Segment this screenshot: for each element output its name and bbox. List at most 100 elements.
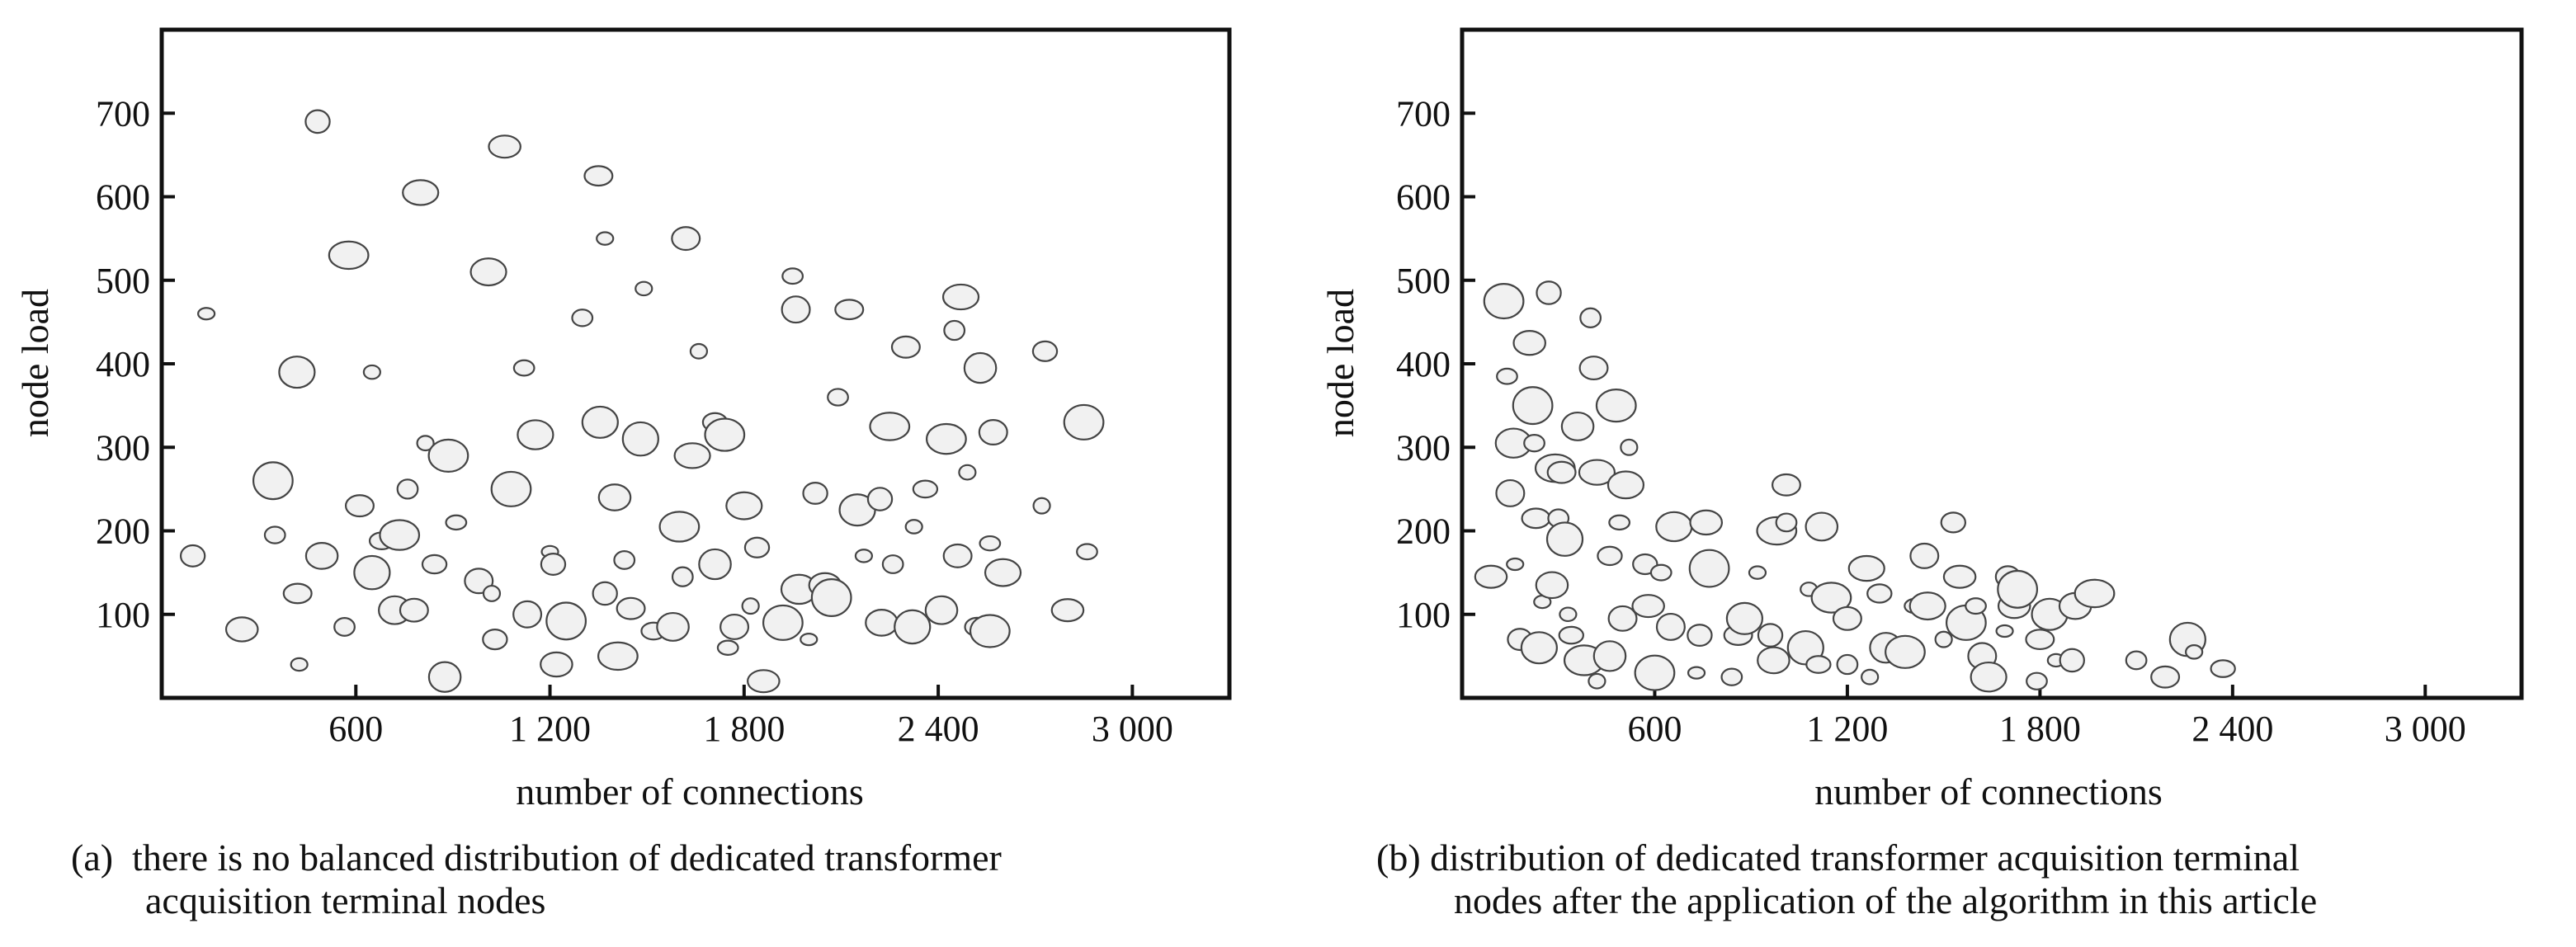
data-point: [904, 519, 923, 535]
data-point: [427, 661, 462, 693]
data-point: [1512, 329, 1547, 356]
x-tick-label: 1 200: [1806, 709, 1888, 749]
data-point: [1995, 624, 2014, 638]
y-tick-label: 200: [96, 511, 150, 552]
x-axis-label: number of connections: [1814, 770, 2163, 813]
data-point: [1560, 411, 1595, 441]
data-point: [2185, 644, 2204, 660]
data-point: [597, 483, 632, 511]
data-point: [344, 494, 375, 518]
data-point: [1720, 667, 1743, 686]
data-point: [984, 558, 1022, 587]
x-tick-label: 600: [328, 709, 383, 749]
data-point: [716, 639, 739, 656]
data-point: [290, 657, 309, 672]
data-point: [671, 226, 701, 252]
data-point: [1687, 666, 1706, 680]
data-point: [689, 342, 709, 360]
data-point: [197, 307, 216, 321]
data-point: [1805, 655, 1832, 674]
x-tick-label: 2 400: [2191, 709, 2273, 749]
data-point: [943, 319, 966, 342]
data-point: [1592, 640, 1627, 672]
data-point: [2150, 665, 2181, 689]
x-tick-label: 3 000: [1092, 709, 1173, 749]
y-axis-label: node load: [1319, 289, 1361, 437]
y-tick-label: 600: [96, 177, 150, 218]
data-point: [399, 597, 429, 623]
chart-b: node load number of connections 100 200 30…: [1319, 27, 2524, 813]
data-point: [1536, 280, 1562, 305]
data-point: [1909, 542, 1940, 569]
data-point: [488, 134, 521, 159]
data-point: [1588, 672, 1606, 690]
data-point: [1063, 403, 1105, 441]
data-point: [1474, 564, 1508, 589]
data-point: [698, 548, 732, 581]
data-point: [445, 514, 468, 531]
data-point: [1558, 625, 1584, 645]
data-point: [1805, 511, 1839, 542]
data-point: [747, 669, 781, 694]
data-point: [978, 419, 1008, 445]
data-point: [592, 581, 618, 606]
data-point: [353, 554, 391, 591]
data-point: [1810, 582, 1852, 614]
data-point: [482, 584, 502, 602]
data-point: [924, 595, 959, 625]
data-point: [1496, 367, 1518, 385]
y-tick-label: 500: [96, 261, 150, 301]
data-point: [2059, 648, 2085, 673]
caption-a-line1: there is no balanced distribution of ded…: [132, 836, 1002, 879]
data-point: [942, 543, 973, 568]
data-point: [1908, 591, 1946, 621]
data-point: [1748, 565, 1767, 580]
data-point: [781, 267, 804, 285]
panel-label-a: (a): [71, 836, 114, 879]
data-point: [958, 464, 977, 481]
data-point: [1523, 434, 1545, 453]
data-point: [834, 299, 865, 321]
data-point: [416, 435, 435, 452]
caption-a: (a) there is no balanced distribution of…: [71, 836, 1002, 922]
data-point: [1688, 549, 1730, 588]
y-tick-label: 400: [1396, 344, 1451, 384]
data-point: [581, 405, 619, 439]
data-point: [1483, 283, 1525, 320]
y-tick-label: 100: [96, 595, 150, 635]
data-point: [545, 601, 587, 641]
y-tick-label: 700: [1396, 93, 1451, 134]
data-point: [1885, 634, 1926, 669]
data-point: [941, 283, 980, 311]
data-point: [658, 511, 701, 543]
data-point: [596, 231, 615, 246]
data-point: [1725, 601, 1764, 635]
data-point: [1606, 470, 1645, 500]
data-point: [1757, 623, 1784, 648]
data-point: [490, 470, 532, 507]
data-point: [469, 257, 507, 287]
data-point: [583, 165, 614, 187]
data-point: [1595, 389, 1637, 423]
caption-b-line1: distribution of dedicated transformer ac…: [1430, 836, 2300, 879]
data-point: [1559, 606, 1578, 623]
data-point: [802, 481, 828, 505]
data-point: [869, 412, 911, 441]
data-point: [1608, 514, 1631, 531]
scatter-points: [179, 109, 1105, 694]
data-point: [333, 617, 356, 637]
data-point: [1631, 594, 1665, 619]
data-point: [1940, 511, 1967, 534]
data-point: [2025, 629, 2055, 651]
data-point: [781, 295, 811, 324]
data-point: [1861, 668, 1880, 686]
x-tick-label: 1 200: [509, 709, 591, 749]
data-point: [1031, 340, 1059, 362]
x-tick-label: 3 000: [2385, 709, 2466, 749]
data-point: [179, 544, 206, 568]
x-tick-label: 1 800: [1999, 709, 2081, 749]
data-point: [800, 633, 819, 647]
data-point: [1757, 646, 1790, 675]
data-point: [1545, 521, 1584, 557]
data-point: [1578, 459, 1616, 486]
